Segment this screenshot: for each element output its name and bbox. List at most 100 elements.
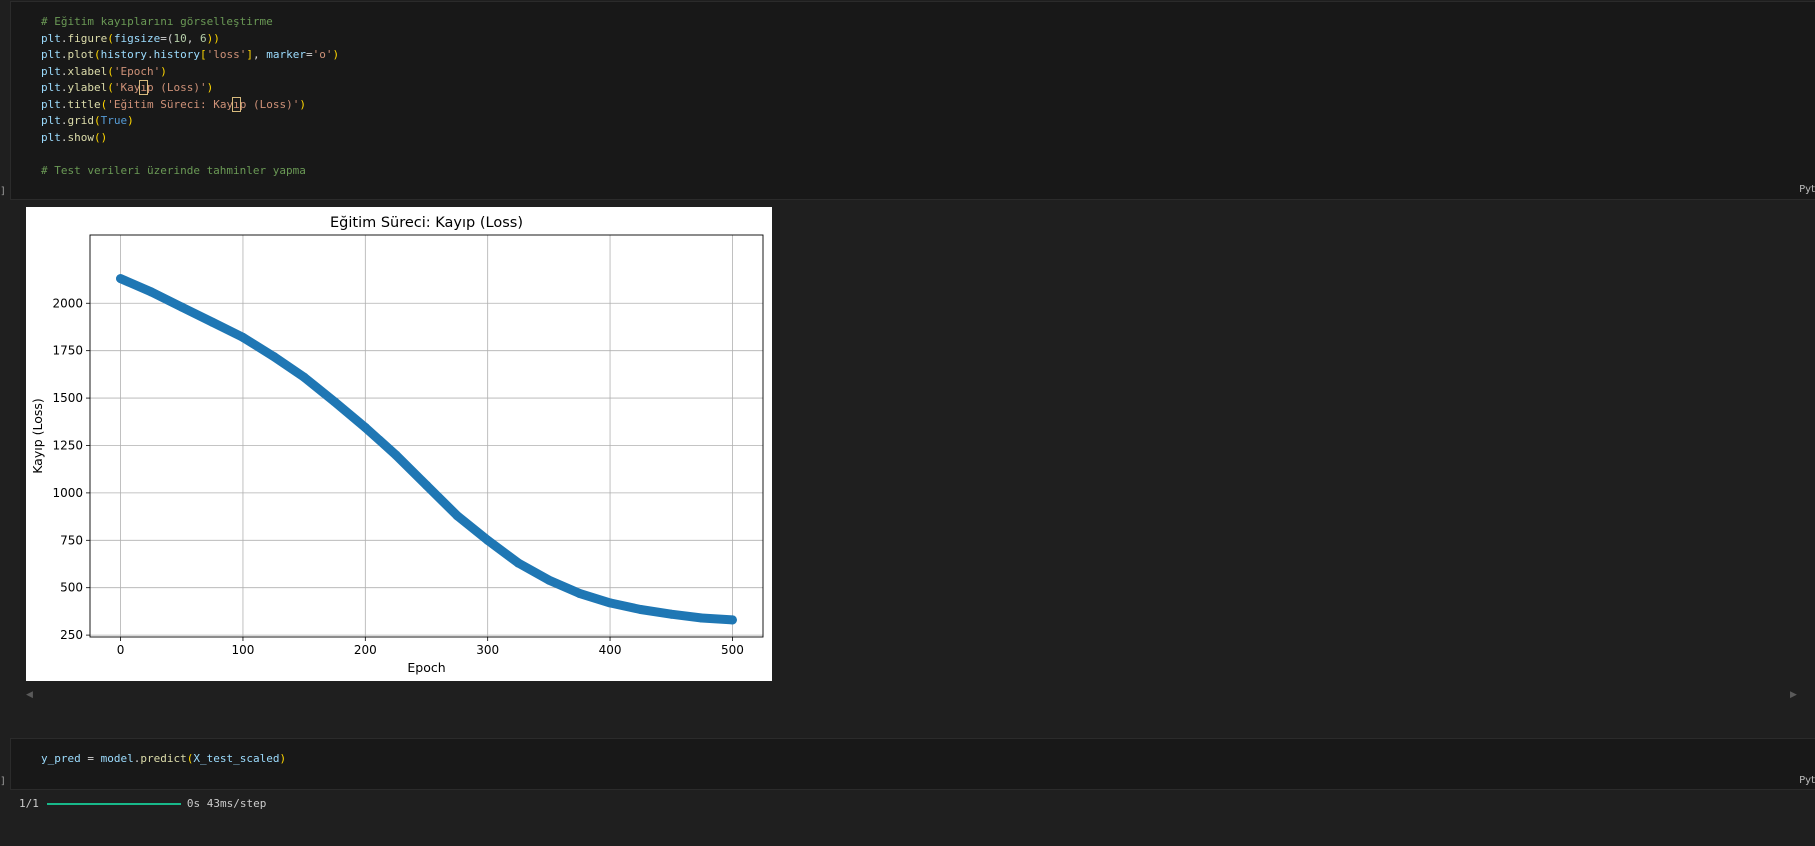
data-point <box>605 598 615 608</box>
code-token: history <box>100 48 147 61</box>
code-token: = <box>305 48 313 61</box>
code-token: p (Loss)' <box>147 81 207 94</box>
code-token: history <box>153 48 200 61</box>
code-token: plt <box>41 64 61 78</box>
code-token: . <box>60 130 68 144</box>
code-token: , <box>186 31 200 45</box>
data-point <box>391 450 401 460</box>
code-token: predict <box>140 752 187 765</box>
code-token: plt <box>41 81 61 94</box>
code-token: show <box>67 130 95 144</box>
code-editor[interactable]: # Eğitim kayıplarını görselleştirme plt.f… <box>41 14 339 179</box>
code-token: . <box>60 114 68 127</box>
code-token: ( <box>107 64 114 78</box>
data-point <box>269 351 279 361</box>
code-token: =( <box>160 31 174 45</box>
x-tick-label: 0 <box>117 643 125 657</box>
y-tick-label: 2000 <box>52 296 83 310</box>
code-token: plt <box>41 97 61 111</box>
code-token: . <box>60 48 68 61</box>
scroll-right-icon[interactable]: ▶ <box>1790 690 1797 700</box>
code-token: ) <box>160 64 167 78</box>
progress-bar <box>46 802 181 805</box>
code-line[interactable]: plt.show() <box>41 130 339 147</box>
code-token: figsize <box>113 31 161 45</box>
code-token: xlabel <box>67 64 108 78</box>
cell-language-label[interactable]: Pyt <box>1799 775 1815 786</box>
code-token: ( <box>100 97 108 111</box>
code-line[interactable]: plt.title('Eğitim Süreci: Kayıp (Loss)') <box>41 96 339 114</box>
code-token: ( <box>94 48 101 61</box>
data-point <box>666 609 676 619</box>
cell-output-progress: 1/1 0s 43ms/step <box>19 797 266 810</box>
code-token: . <box>60 97 68 111</box>
code-token: ( <box>94 114 101 127</box>
code-line[interactable]: y_pred = model.predict(X_test_scaled) <box>41 751 286 768</box>
code-token: () <box>94 130 108 144</box>
y-tick-label: 1500 <box>52 391 83 405</box>
code-token: ] <box>246 48 253 61</box>
x-tick-label: 200 <box>354 643 377 657</box>
x-tick-label: 100 <box>232 643 255 657</box>
code-token: ( <box>107 31 114 45</box>
code-cell-plot[interactable]: # Eğitim kayıplarını görselleştirme plt.f… <box>10 1 1815 200</box>
code-line[interactable]: plt.figure(figsize=(10, 6)) <box>41 31 339 48</box>
progress-count: 1/1 <box>19 797 39 810</box>
data-point <box>697 613 707 623</box>
code-token: . <box>60 31 68 45</box>
code-token: 'Kay <box>113 81 141 94</box>
code-line[interactable]: # Test verileri üzerinde tahminler yapma <box>41 163 339 180</box>
code-cell-predict[interactable]: y_pred = model.predict(X_test_scaled) Py… <box>10 738 1815 790</box>
plot-frame <box>89 234 764 638</box>
code-token: ( <box>107 81 114 94</box>
code-token: 'loss' <box>206 48 247 61</box>
code-line[interactable]: plt.ylabel('Kayıp (Loss)') <box>41 80 339 97</box>
loss-plot-output: 0 100 200 300 400 500 250 500 750 1000 1250 1500 175… <box>26 207 772 681</box>
code-token: plt <box>41 130 61 144</box>
code-token: 6 <box>199 31 207 45</box>
code-token: # Test verileri üzerinde tahminler yapma <box>41 163 306 177</box>
code-token: ) <box>206 81 214 94</box>
code-line[interactable]: plt.grid(True) <box>41 113 339 130</box>
data-point <box>422 480 431 490</box>
code-token: 'Epoch' <box>113 64 161 78</box>
x-axis-label: Epoch <box>407 660 445 675</box>
loss-line <box>116 274 737 625</box>
code-token: 'Eğitim Süreci: Kay <box>107 97 234 111</box>
data-point <box>116 274 126 284</box>
code-token: . <box>60 64 68 78</box>
code-line[interactable]: plt.plot(history.history['loss'], marker… <box>41 47 339 64</box>
x-tick-label: 500 <box>721 643 744 657</box>
code-token: 'o' <box>312 48 333 61</box>
data-point <box>146 287 156 297</box>
code-token: , <box>252 48 267 61</box>
data-point <box>574 588 584 598</box>
code-token: . <box>60 81 68 94</box>
code-token: . <box>146 48 154 61</box>
data-point <box>513 558 523 568</box>
loss-chart: 0 100 200 300 400 500 250 500 750 1000 1250 1500 175… <box>30 215 764 675</box>
data-point <box>299 372 309 382</box>
y-tick-label: 750 <box>60 533 83 547</box>
code-token: ) <box>299 97 306 111</box>
scroll-left-icon[interactable]: ◀ <box>26 690 33 700</box>
code-token: ) <box>279 752 287 765</box>
data-point <box>238 332 248 342</box>
data-point <box>360 422 370 432</box>
cell-language-label[interactable]: Pyt <box>1799 184 1815 195</box>
code-token: p (Loss)' <box>239 97 300 111</box>
y-tick-label: 1250 <box>52 438 83 452</box>
data-point <box>177 302 187 312</box>
code-token: plt <box>41 31 61 45</box>
code-line[interactable]: plt.xlabel('Epoch') <box>41 64 339 81</box>
code-token: ( <box>186 752 194 765</box>
code-line[interactable]: # Eğitim kayıplarını görselleştirme <box>41 14 339 31</box>
y-tick-label: 1750 <box>52 344 83 358</box>
x-tick-label: 400 <box>599 643 622 657</box>
code-token: ) <box>332 48 340 61</box>
chart-title: Eğitim Süreci: Kayıp (Loss) <box>330 215 523 231</box>
code-editor[interactable]: y_pred = model.predict(X_test_scaled) <box>41 751 286 768</box>
code-line[interactable] <box>41 146 339 163</box>
y-tick-label: 250 <box>60 628 83 642</box>
progress-time: 0s 43ms/step <box>186 797 267 810</box>
